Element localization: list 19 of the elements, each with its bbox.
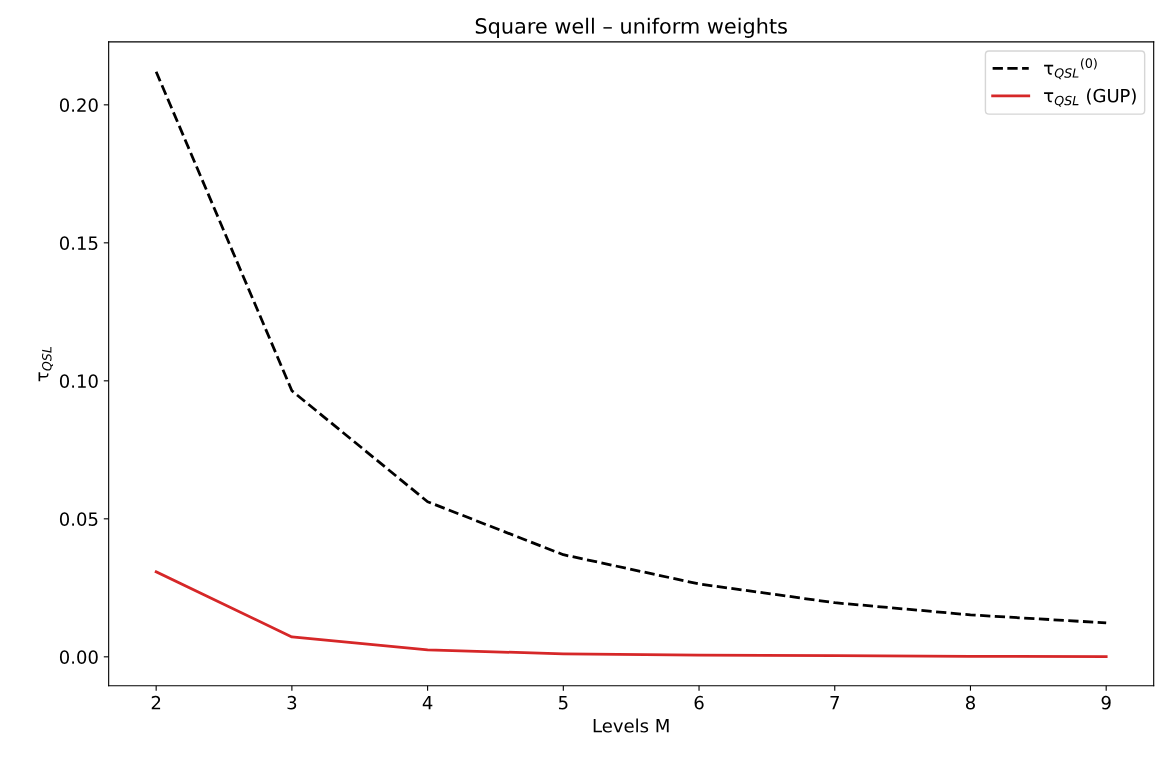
x-tick-label: 9 <box>1101 695 1111 710</box>
y-tick-label: 0.10 <box>59 374 98 388</box>
chart-title: Square well – uniform weights <box>475 17 787 38</box>
y-tick-label: 0.00 <box>59 650 98 664</box>
x-tick-label: 8 <box>965 695 975 710</box>
legend-label: τ$_{QSL}$$^{(0)}$ <box>1044 58 1097 80</box>
y-tick-label: 0.05 <box>59 512 98 526</box>
y-tick-label: 0.15 <box>59 236 98 250</box>
y-tick-label: 0.20 <box>59 98 98 112</box>
x-tick-label: 2 <box>151 695 161 710</box>
x-tick-label: 4 <box>422 696 433 710</box>
y-axis-title: τ$_{QSL}$ <box>38 346 54 382</box>
x-tick-label: 3 <box>287 695 297 710</box>
line-series <box>154 570 1108 658</box>
x-tick-label: 7 <box>830 696 839 710</box>
x-axis-title: Levels M <box>593 718 669 733</box>
x-tick-label: 5 <box>558 696 568 710</box>
legend-label: τ$_{QSL}$ (GUP) <box>1044 88 1136 107</box>
x-tick-label: 6 <box>694 695 704 710</box>
